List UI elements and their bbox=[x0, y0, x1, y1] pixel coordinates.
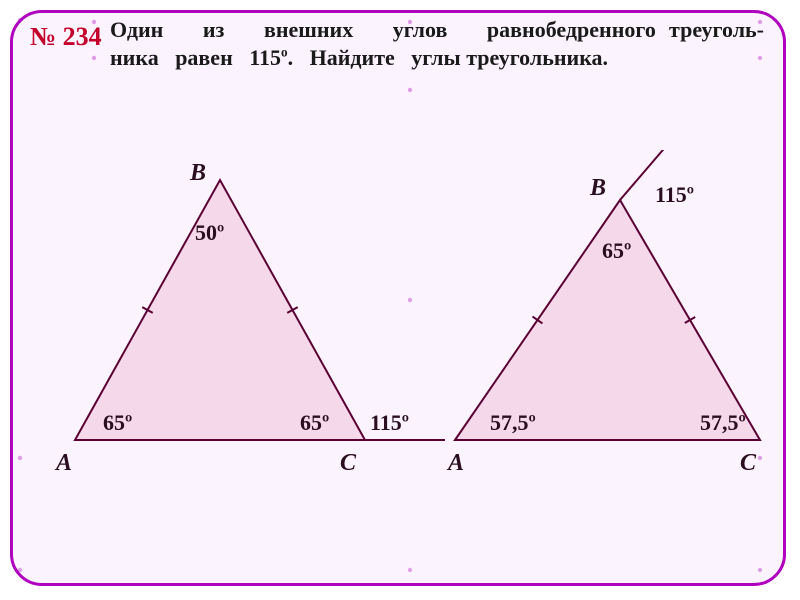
problem-number: № 234 bbox=[30, 22, 102, 52]
triangle-right bbox=[430, 150, 800, 490]
angle-baseA-right: 57,5º bbox=[490, 410, 536, 436]
angle-baseA-left: 65º bbox=[103, 410, 132, 436]
angle-baseC-right: 57,5º bbox=[700, 410, 746, 436]
angle-baseC-left: 65º bbox=[300, 410, 329, 436]
angle-apex-left: 50º bbox=[195, 220, 224, 246]
angle-apex-right: 65º bbox=[602, 238, 631, 264]
vertex-label-B-right: B bbox=[590, 175, 606, 202]
vertex-label-C-left: C bbox=[340, 450, 356, 477]
vertex-label-B-left: B bbox=[190, 160, 206, 187]
problem-statement: Один из внешних углов равнобедренного тр… bbox=[110, 16, 764, 71]
vertex-label-A-left: A bbox=[56, 450, 72, 477]
vertex-label-C-right: C bbox=[740, 450, 756, 477]
vertex-label-A-right: A bbox=[448, 450, 464, 477]
angle-exterior-left: 115º bbox=[370, 410, 409, 436]
angle-exterior-right: 115º bbox=[655, 182, 694, 208]
